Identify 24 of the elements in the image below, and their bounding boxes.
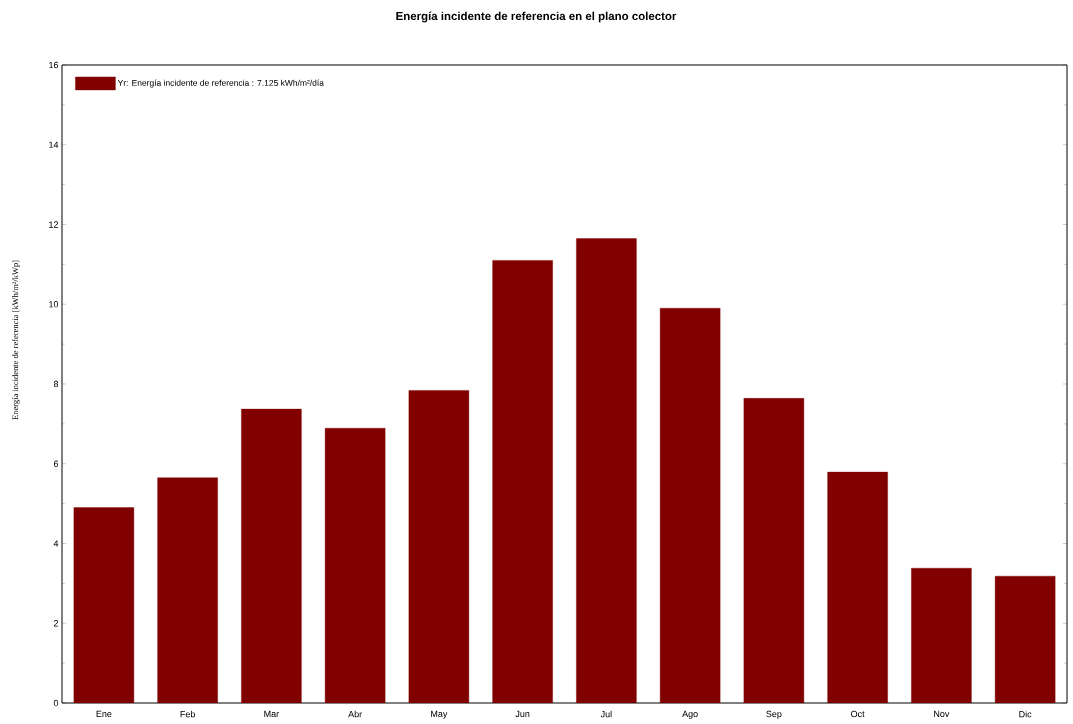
y-tick-label: 2: [53, 620, 59, 627]
y-tick-label: 8: [53, 380, 59, 388]
x-tick-label: Oct: [851, 710, 865, 718]
x-tick-label: Feb: [180, 710, 195, 718]
y-tick-label: 14: [49, 141, 59, 148]
y-tick-label: 10: [49, 301, 59, 308]
legend-label: Yr: Energía incidente de referencia : 7.125 kWh/m²/día: [117, 79, 324, 88]
x-tick-label: Abr: [348, 710, 362, 718]
y-tick-label: 16: [49, 61, 59, 69]
x-tick-label: May: [431, 710, 448, 719]
x-tick-label: Nov: [934, 710, 950, 718]
x-tick-label: Sep: [766, 710, 782, 719]
x-tick-label: Ene: [96, 710, 112, 718]
x-tick-label: Dic: [1019, 710, 1032, 718]
y-tick-label: 6: [53, 460, 59, 467]
y-axis-title: Energía incidente de referencia [kWh/m²/kWp]: [12, 260, 20, 420]
x-tick-label: Mar: [264, 710, 279, 718]
x-tick-label: Jun: [515, 710, 530, 718]
x-tick-label: Jul: [600, 710, 612, 718]
chart-title: Energía incidente de referencia en el plano colector: [396, 11, 677, 23]
x-tick-label: Ago: [682, 710, 698, 719]
y-tick-label: 0: [53, 699, 59, 707]
y-tick-label: 12: [49, 221, 59, 228]
y-tick-label: 4: [53, 540, 59, 547]
